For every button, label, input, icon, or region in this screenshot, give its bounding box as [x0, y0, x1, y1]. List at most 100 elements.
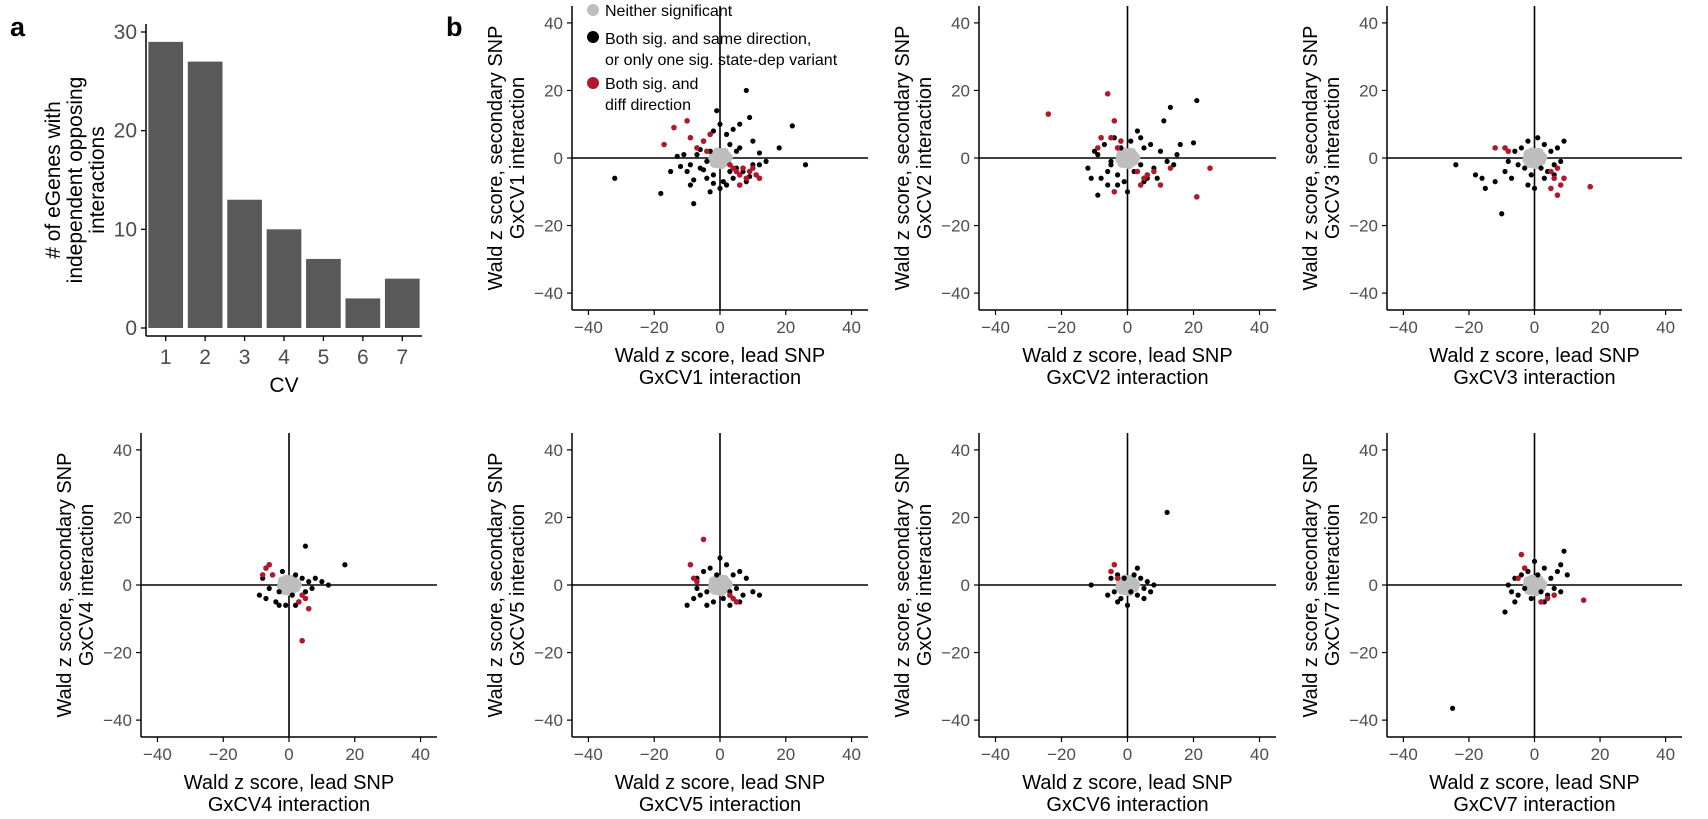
point-same-direction [1525, 138, 1531, 144]
point-diff-direction [1551, 592, 1557, 598]
point-same-direction [1138, 135, 1144, 141]
point-diff-direction [1144, 172, 1151, 178]
x-tick-label: −20 [640, 318, 669, 337]
point-diff-direction [1551, 175, 1557, 182]
point-diff-direction [727, 592, 733, 598]
point-same-direction [1098, 175, 1104, 181]
point-same-direction [1515, 162, 1521, 168]
x-tick-label: 20 [1184, 318, 1203, 337]
point-diff-direction [1134, 168, 1141, 175]
point-neither [1531, 587, 1541, 597]
y-tick-label: 0 [554, 149, 563, 168]
point-same-direction [1512, 599, 1518, 605]
point-diff-direction [1108, 568, 1114, 575]
point-same-direction [1115, 599, 1121, 605]
point-same-direction [276, 602, 282, 608]
y-tick-label: −40 [941, 284, 970, 303]
point-same-direction [743, 87, 749, 94]
y-tick-label: 20 [113, 508, 132, 527]
point-same-direction [1141, 145, 1147, 151]
x-axis-title: Wald z score, lead SNP GxCV1 interaction [615, 345, 825, 389]
point-same-direction [730, 175, 736, 181]
x-tick-label: −20 [1455, 318, 1484, 337]
point-same-direction [740, 592, 746, 598]
y-tick-label: −40 [103, 711, 132, 730]
x-tick-label: 20 [345, 745, 364, 764]
point-same-direction [694, 585, 700, 591]
point-same-direction [700, 568, 707, 575]
y-axis-title: Wald z score, secondary SNPGxCV2 interac… [892, 26, 936, 291]
legend-swatch-diff-direction [587, 77, 599, 89]
point-same-direction [1499, 211, 1505, 217]
point-same-direction [1535, 135, 1541, 141]
scatter-cv4: −40 −20 0 20 40 −40 −20 0 20 40 Wald z score, lead… [54, 433, 437, 816]
point-same-direction [1101, 141, 1107, 148]
x-tick-label: −40 [981, 318, 1010, 337]
point-diff-direction [1045, 111, 1052, 117]
point-same-direction [1141, 585, 1147, 591]
point-same-direction [1561, 548, 1567, 554]
point-same-direction [1105, 592, 1111, 598]
point-same-direction [1115, 182, 1121, 188]
y-axis-title-line: independent opposing [64, 77, 87, 284]
x-tick-label: 3 [239, 346, 251, 369]
point-same-direction [1115, 172, 1121, 178]
point-same-direction [1171, 162, 1177, 168]
point-diff-direction [1538, 599, 1544, 605]
x-tick-label: 2 [199, 346, 211, 369]
point-same-direction [1131, 572, 1137, 578]
panel-b-label: b [446, 12, 463, 42]
x-tick-label: 0 [1530, 745, 1539, 764]
point-same-direction [1548, 148, 1554, 154]
point-neither [709, 159, 719, 168]
point-same-direction [1561, 138, 1567, 144]
point-same-direction [266, 585, 272, 591]
point-same-direction [292, 602, 299, 608]
y-axis-title-line: Wald z score, secondary SNP [485, 453, 507, 718]
x-axis-title: CV [269, 374, 298, 397]
scatter-cv1: −40 −20 0 20 40 −40 −20 0 20 40 Wald z score, lead… [485, 6, 868, 389]
point-same-direction [1088, 175, 1094, 181]
y-tick-label: 0 [961, 576, 970, 595]
y-axis-title-line: Wald z score, secondary SNP [892, 453, 914, 718]
point-same-direction [1505, 582, 1511, 588]
point-diff-direction [700, 138, 707, 144]
point-same-direction [1541, 141, 1547, 148]
y-axis-title-line: GxCV2 interaction [914, 77, 936, 239]
point-same-direction [1522, 165, 1528, 171]
point-same-direction [1128, 138, 1134, 144]
x-axis-title-line: GxCV4 interaction [208, 794, 370, 816]
point-same-direction [299, 575, 305, 581]
x-tick-label: 40 [842, 318, 861, 337]
point-same-direction [750, 589, 756, 595]
y-tick-label: −20 [1349, 644, 1378, 663]
point-same-direction [1453, 162, 1459, 168]
point-same-direction [700, 167, 707, 173]
point-neither [1539, 153, 1548, 162]
point-same-direction [302, 589, 309, 595]
bar-cv1 [148, 41, 184, 328]
x-axis-title: Wald z score, lead SNP GxCV6 interaction [1022, 772, 1232, 816]
point-same-direction [1538, 165, 1544, 171]
point-same-direction [737, 568, 743, 575]
legend-label-diff-direction: diff direction [605, 97, 691, 114]
x-axis-title-line: GxCV3 interaction [1453, 367, 1615, 389]
point-same-direction [1518, 572, 1524, 578]
panel-a-label: a [10, 12, 26, 42]
point-same-direction [1138, 162, 1144, 168]
point-diff-direction [707, 131, 713, 138]
y-axis-title-line: GxCV4 interaction [76, 504, 98, 666]
point-diff-direction [1167, 165, 1174, 171]
y-tick-label: −40 [941, 711, 970, 730]
point-same-direction [1502, 609, 1508, 615]
point-same-direction [1190, 140, 1197, 146]
point-same-direction [776, 145, 782, 151]
point-diff-direction [1137, 182, 1144, 188]
bar-chart-panel-a: 1 2 3 4 5 6 7 0 10 20 30 CV # of eGenes withindepend… [42, 21, 422, 397]
point-same-direction [1134, 592, 1140, 598]
point-same-direction [1118, 595, 1124, 602]
point-same-direction [342, 562, 348, 568]
point-neither [1117, 159, 1126, 168]
